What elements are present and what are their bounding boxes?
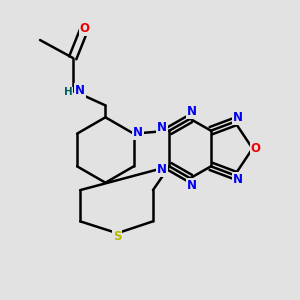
Text: S: S	[113, 230, 122, 243]
Text: N: N	[187, 105, 196, 118]
Text: N: N	[157, 121, 167, 134]
Text: N: N	[233, 173, 243, 186]
Text: O: O	[250, 142, 260, 155]
Text: N: N	[133, 126, 143, 139]
Text: N: N	[157, 163, 167, 176]
Text: O: O	[80, 22, 90, 34]
Text: N: N	[75, 84, 85, 97]
Text: N: N	[187, 179, 196, 192]
Text: N: N	[233, 111, 243, 124]
Text: H: H	[64, 87, 73, 97]
